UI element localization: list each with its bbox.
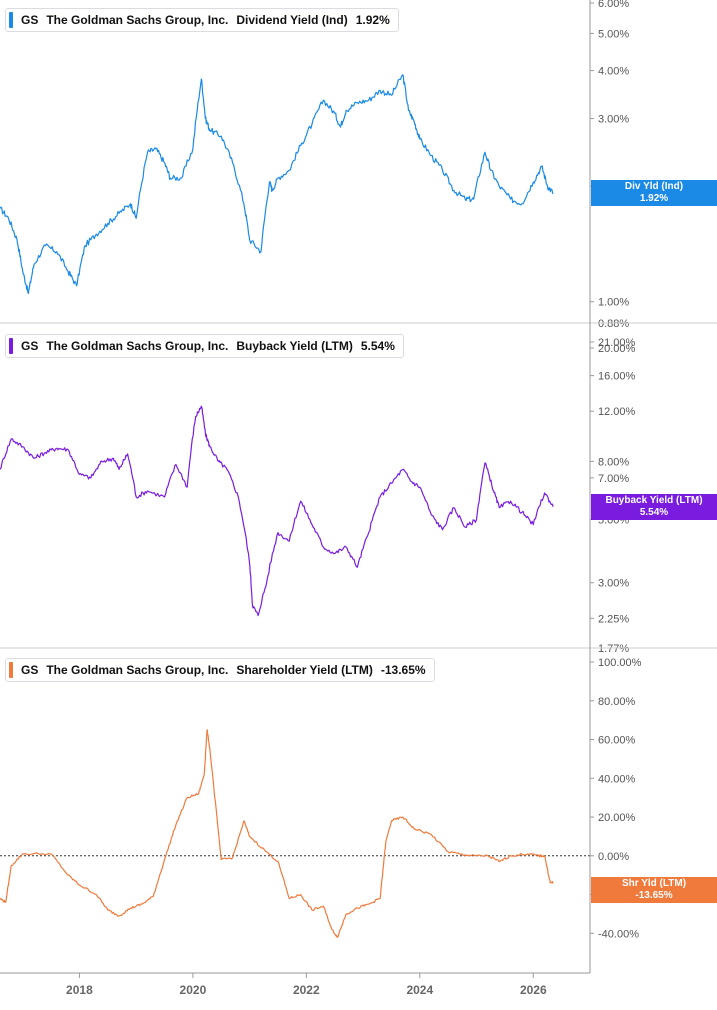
y-tick-label: 12.00% — [598, 406, 636, 418]
x-tick-label: 2026 — [520, 983, 547, 997]
tag-value: -13.65% — [635, 890, 673, 901]
y-tick-label: 0.88% — [598, 318, 629, 330]
tag-title: Div Yld (Ind) — [624, 181, 684, 192]
y-tick-label: 2.25% — [598, 613, 629, 625]
y-tick-label: 6.00% — [598, 0, 629, 10]
legend-dividend-yield: GS The Goldman Sachs Group, Inc. Dividen… — [5, 8, 399, 32]
y-tick-label: 8.00% — [598, 456, 629, 468]
x-tick-label: 2024 — [406, 983, 433, 997]
legend-company: The Goldman Sachs Group, Inc. — [46, 663, 229, 677]
tag-value: 1.92% — [639, 193, 669, 204]
legend-ticker: GS — [21, 339, 39, 353]
series-line-2 — [0, 405, 554, 617]
legend-ticker: GS — [21, 13, 39, 27]
y-tick-label: 3.00% — [598, 578, 629, 590]
tag-title: Buyback Yield (LTM) — [605, 495, 703, 506]
series-line-3 — [0, 729, 554, 938]
y-tick-label: 1.00% — [598, 297, 629, 309]
x-tick-label: 2020 — [180, 983, 207, 997]
legend-buyback-yield: GS The Goldman Sachs Group, Inc. Buyback… — [5, 334, 404, 358]
legend-ticker: GS — [21, 663, 39, 677]
legend-value: 5.54% — [360, 339, 395, 353]
y-tick-label: 0.00% — [598, 851, 629, 863]
y-tick-label: 5.00% — [598, 28, 629, 40]
x-tick-label: 2018 — [66, 983, 93, 997]
legend-value: 1.92% — [355, 13, 390, 27]
y-tick-label: 80.00% — [598, 696, 636, 708]
tag-title: Shr Yld (LTM) — [621, 878, 687, 889]
legend-color-swatch — [9, 12, 13, 28]
y-tick-label: -40.00% — [598, 928, 639, 940]
y-tick-label: 16.00% — [598, 371, 636, 383]
y-tick-label: 1.77% — [598, 643, 629, 655]
legend-color-swatch — [9, 662, 13, 678]
x-tick-label: 2022 — [293, 983, 320, 997]
y-tick-label: 7.00% — [598, 473, 629, 485]
legend-value: -13.65% — [380, 663, 426, 677]
y-tick-label: 21.00% — [598, 337, 636, 349]
y-tick-label: 100.00% — [598, 657, 642, 669]
legend-company: The Goldman Sachs Group, Inc. — [46, 13, 229, 27]
series-line-1 — [0, 74, 554, 295]
tag-value: 5.54% — [639, 507, 669, 518]
legend-metric: Buyback Yield (LTM) — [236, 339, 353, 353]
legend-metric: Shareholder Yield (LTM) — [236, 663, 373, 677]
legend-shareholder-yield: GS The Goldman Sachs Group, Inc. Shareho… — [5, 658, 435, 682]
legend-metric: Dividend Yield (Ind) — [236, 13, 348, 27]
y-tick-label: 20.00% — [598, 812, 636, 824]
y-tick-label: 60.00% — [598, 735, 636, 747]
y-tick-label: 3.00% — [598, 114, 629, 126]
value-tag-buyback-yield: Buyback Yield (LTM) 5.54% — [591, 494, 717, 520]
y-tick-label: 20.00% — [598, 343, 636, 355]
y-tick-label: 40.00% — [598, 773, 636, 785]
y-tick-label: 4.00% — [598, 66, 629, 78]
legend-company: The Goldman Sachs Group, Inc. — [46, 339, 229, 353]
value-tag-shareholder-yield: Shr Yld (LTM) -13.65% — [591, 877, 717, 903]
legend-color-swatch — [9, 338, 13, 354]
value-tag-dividend-yield: Div Yld (Ind) 1.92% — [591, 180, 717, 206]
